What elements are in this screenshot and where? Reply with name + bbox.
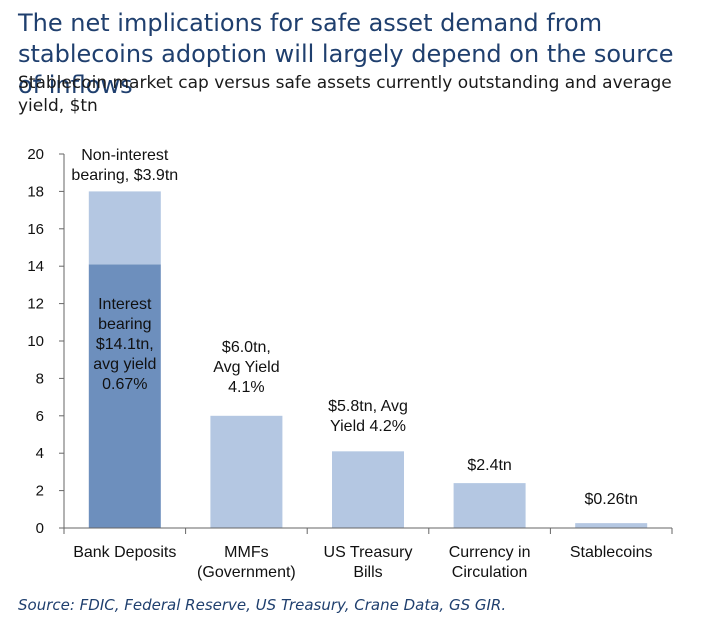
y-tick-label: 16 <box>27 221 44 238</box>
data-label: $2.4tn <box>467 457 511 474</box>
y-tick-label: 14 <box>27 258 44 275</box>
bar <box>332 451 404 528</box>
category-label: (Government) <box>197 564 296 581</box>
category-label: Circulation <box>452 564 528 581</box>
category-label: Bank Deposits <box>73 544 176 561</box>
y-axis: 0 2 4 6 8 10 12 14 16 18 20 <box>27 146 65 537</box>
data-label: Interest <box>98 296 152 313</box>
y-tick-label: 6 <box>36 408 44 425</box>
data-label: Non-interest <box>81 147 169 164</box>
data-label: avg yield <box>93 356 156 373</box>
data-label: $14.1tn, <box>96 336 154 353</box>
category-label: Stablecoins <box>570 544 653 561</box>
annotations: Non-interest bearing, $3.9tn Interest beari… <box>71 147 637 508</box>
category-label: Bills <box>353 564 382 581</box>
y-tick-label: 20 <box>27 146 44 163</box>
data-label: Yield 4.2% <box>330 418 406 435</box>
bar <box>575 523 648 528</box>
y-tick-label: 0 <box>36 520 44 537</box>
data-label: 4.1% <box>228 379 264 396</box>
y-tick-label: 18 <box>27 183 44 200</box>
y-tick-label: 12 <box>27 296 44 313</box>
source-note: Source: FDIC, Federal Reserve, US Treasu… <box>18 596 507 614</box>
data-label: $6.0tn, <box>222 339 271 356</box>
y-tick-label: 4 <box>36 445 44 462</box>
bar <box>453 483 526 528</box>
data-label: 0.67% <box>102 376 147 393</box>
data-label: Avg Yield <box>213 359 279 376</box>
category-label: Currency in <box>449 544 531 561</box>
bar-interest-bearing <box>88 264 161 528</box>
y-tick-label: 10 <box>27 333 44 350</box>
x-axis: Bank Deposits MMFs (Government) US Treasury… <box>63 527 673 581</box>
bars <box>88 191 648 528</box>
chart-title: The net implications for safe asset dema… <box>18 9 674 99</box>
data-label: $0.26tn <box>585 491 638 508</box>
bar <box>210 415 283 528</box>
bar-non-interest-bearing <box>88 191 161 265</box>
category-label: MMFs <box>224 544 268 561</box>
category-label: US Treasury <box>324 544 413 561</box>
y-tick-label: 8 <box>36 370 44 387</box>
data-label: bearing <box>98 316 151 333</box>
data-label: bearing, $3.9tn <box>71 167 178 184</box>
chart-subtitle: Stablecoin market cap versus safe assets… <box>18 73 672 116</box>
data-label: $5.8tn, Avg <box>328 398 408 415</box>
y-tick-label: 2 <box>36 483 44 500</box>
